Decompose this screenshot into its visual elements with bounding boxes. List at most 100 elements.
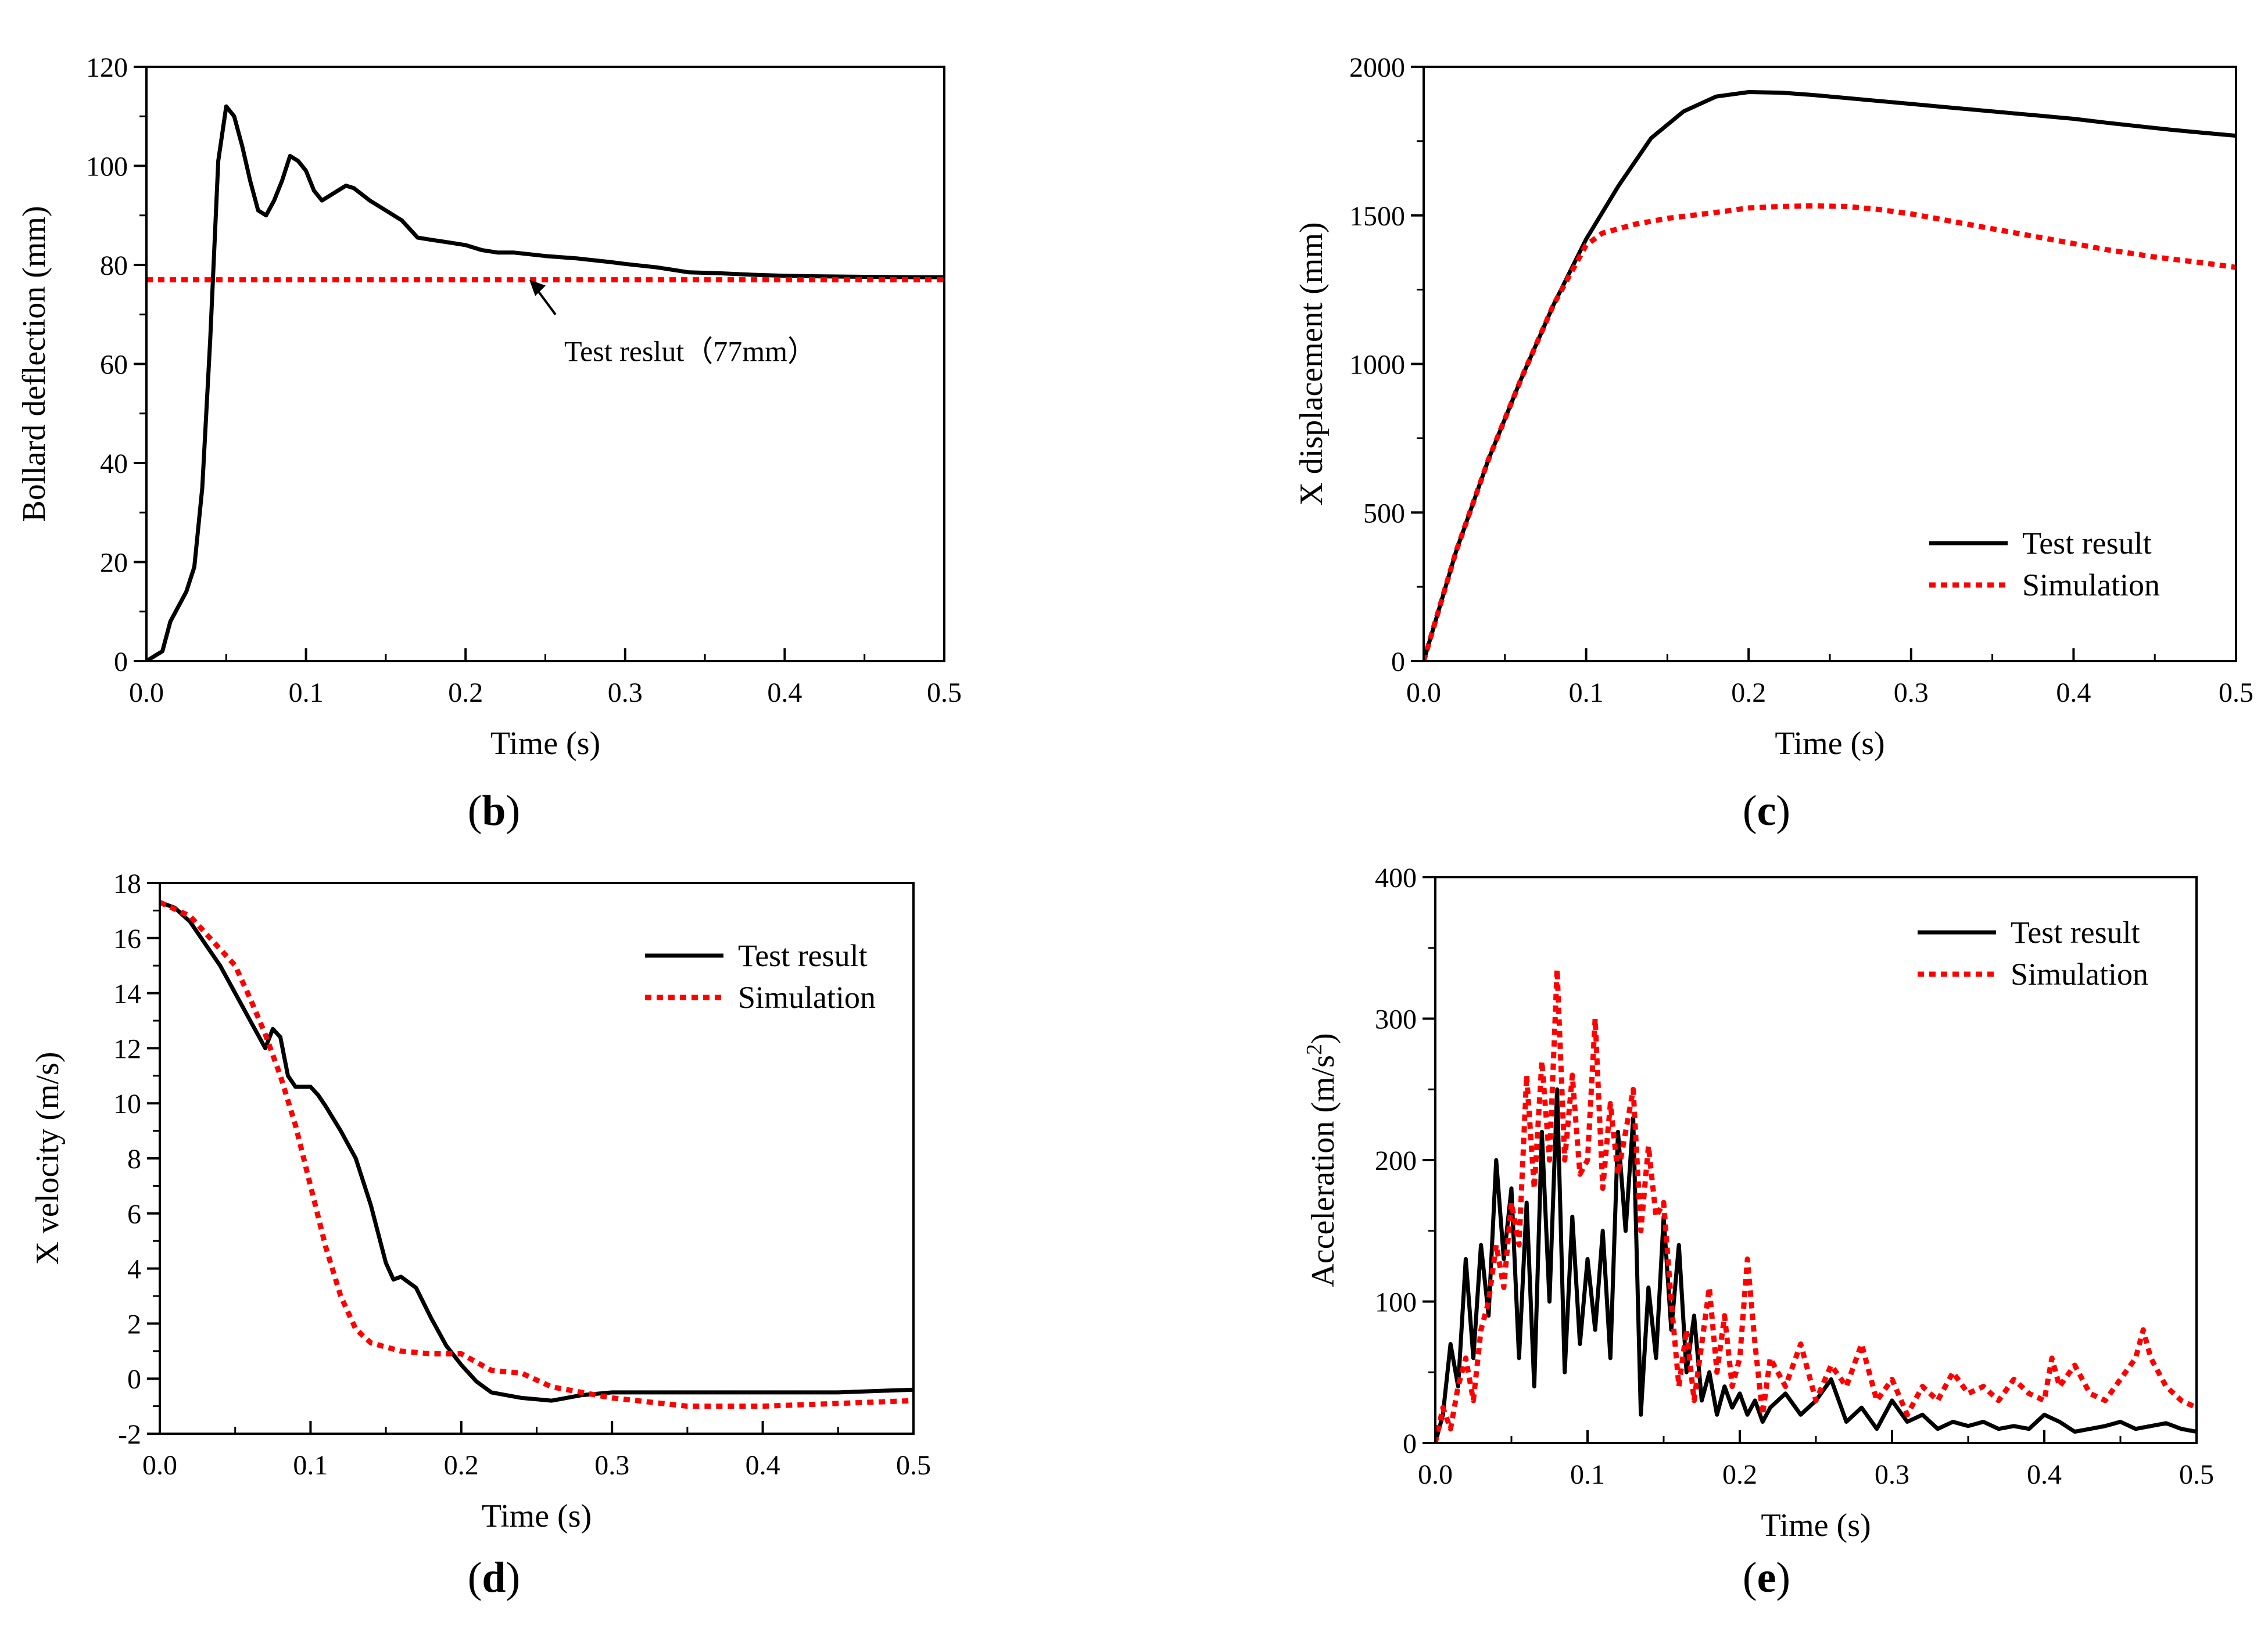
annotation-arrow-head [529, 279, 546, 296]
y-tick-label: 0 [1391, 647, 1405, 677]
y-tick-label: 4 [127, 1254, 141, 1285]
y-tick-label: 8 [127, 1144, 141, 1175]
series-line-test-result [1435, 1087, 2197, 1443]
y-axis-title: Acceleration (m/s2) [1302, 1033, 1341, 1287]
panel-label: (c) [1743, 787, 1790, 835]
series-line-simulation [1424, 203, 2236, 661]
x-tick-label: 0.4 [2056, 677, 2091, 708]
panel-label-open-paren: ( [1743, 1554, 1757, 1602]
panel-label-close-paren: ) [506, 787, 521, 835]
x-tick-label: 0.4 [2027, 1459, 2062, 1490]
y-tick-label: 10 [113, 1089, 141, 1119]
panel-label-letter: b [482, 787, 506, 835]
series-line-simulation [1435, 966, 2197, 1443]
y-axis-title-superscript: 2 [1302, 1044, 1327, 1055]
legend-label: Simulation [2022, 568, 2160, 602]
legend-label: Test result [738, 938, 868, 973]
y-tick-label: 500 [1363, 498, 1405, 529]
panel-label-close-paren: ) [1776, 787, 1790, 835]
x-axis-title: Time (s) [1775, 726, 1884, 762]
y-axis-title-tail: ) [1305, 1033, 1341, 1044]
x-tick-label: 0.1 [1570, 1459, 1605, 1490]
legend-label: Simulation [738, 980, 876, 1015]
x-tick-label: 0.3 [594, 1450, 629, 1481]
panel-label-letter: c [1757, 787, 1776, 835]
y-tick-label: 2000 [1349, 52, 1405, 83]
series-line-simulation [160, 900, 913, 1409]
x-axis-title: Time (s) [482, 1498, 592, 1534]
plot-frame [145, 66, 945, 662]
panel-label-close-paren: ) [1776, 1554, 1790, 1602]
y-tick-label: 18 [113, 868, 141, 899]
x-tick-label: 0.1 [289, 677, 324, 708]
y-axis-title: X displacement (mm) [1294, 222, 1330, 505]
y-tick-label: 1000 [1349, 350, 1405, 381]
y-tick-label: 16 [113, 924, 141, 954]
x-tick-label: 0.2 [1722, 1459, 1757, 1490]
x-tick-label: 0.1 [1569, 677, 1604, 708]
series-line-test-result [1424, 90, 2236, 661]
panel-label-letter: d [482, 1554, 506, 1602]
y-tick-label: 6 [127, 1199, 141, 1230]
x-tick-label: 0.3 [608, 677, 643, 708]
x-tick-label: 0.2 [448, 677, 483, 708]
y-tick-label: 2 [127, 1309, 141, 1340]
x-axis-title: Time (s) [490, 726, 600, 762]
y-tick-label: -2 [118, 1419, 141, 1450]
y-tick-label: 400 [1375, 863, 1417, 893]
chart-panel-e: 0.0 0.1 0.2 0.3 0.4 0.5 0 100 200 300 400 Time (s) A… [1302, 863, 2214, 1602]
y-tick-label: 1500 [1349, 201, 1405, 232]
chart-panel-d: 0.0 0.1 0.2 0.3 0.4 0.5 -2 0 2 4 6 8 10 12 14 16 18 Time … [30, 868, 931, 1602]
x-tick-label: 0.2 [444, 1450, 479, 1481]
panel-label-letter: e [1757, 1554, 1776, 1602]
x-tick-label: 0.3 [1875, 1459, 1909, 1490]
y-tick-label: 80 [100, 250, 128, 281]
y-tick-label: 14 [113, 979, 141, 1010]
x-tick-label: 0.0 [1418, 1459, 1453, 1490]
y-tick-label: 100 [1375, 1287, 1417, 1318]
y-tick-label: 0 [114, 647, 128, 677]
y-tick-label: 12 [113, 1033, 141, 1064]
annotation-label: Test reslut（77mm） [564, 335, 816, 368]
panel-label: (b) [468, 787, 520, 835]
x-tick-label: 0.5 [2219, 677, 2253, 708]
y-tick-label: 60 [100, 350, 128, 381]
x-tick-label: 0.0 [1406, 677, 1441, 708]
x-tick-label: 0.5 [2179, 1459, 2214, 1490]
x-tick-label: 0.5 [896, 1450, 931, 1481]
series-line-test-result [146, 104, 944, 661]
x-tick-label: 0.3 [1894, 677, 1929, 708]
panel-label-close-paren: ) [506, 1554, 521, 1602]
y-tick-label: 0 [1403, 1428, 1417, 1459]
x-tick-label: 0.4 [767, 677, 802, 708]
y-axis-title-main: Acceleration (m/s [1305, 1055, 1341, 1287]
y-tick-label: 20 [100, 548, 128, 579]
panel-label: (d) [468, 1554, 520, 1602]
y-tick-label: 100 [86, 152, 128, 182]
legend-label: Simulation [2011, 957, 2148, 992]
panel-label-open-paren: ( [1743, 787, 1757, 835]
y-tick-label: 300 [1375, 1004, 1417, 1035]
y-tick-label: 0 [127, 1364, 141, 1395]
x-tick-label: 0.0 [142, 1450, 177, 1481]
x-tick-label: 0.5 [927, 677, 962, 708]
y-tick-label: 200 [1375, 1146, 1417, 1176]
series-line-test-result [160, 900, 913, 1403]
chart-panel-b: 0.0 0.1 0.2 0.3 0.4 0.5 0 20 40 60 80 100 120 Time (s… [16, 52, 962, 835]
y-tick-label: 120 [86, 52, 128, 83]
x-tick-label: 0.0 [129, 677, 164, 708]
panel-label-open-paren: ( [468, 787, 482, 835]
legend-label: Test result [2011, 915, 2140, 950]
panel-label-open-paren: ( [468, 1554, 482, 1602]
y-axis-title: Bollard deflection (mm) [16, 206, 52, 522]
legend-label: Test result [2022, 526, 2152, 561]
y-axis-title: X velocity (m/s) [30, 1051, 66, 1265]
panel-label: (e) [1743, 1554, 1790, 1602]
chart-panel-c: 0.0 0.1 0.2 0.3 0.4 0.5 0 500 1000 1500 2000 Time (… [1294, 52, 2253, 835]
x-tick-label: 0.1 [293, 1450, 328, 1481]
x-tick-label: 0.2 [1731, 677, 1766, 708]
y-tick-label: 40 [100, 448, 128, 479]
x-tick-label: 0.4 [746, 1450, 780, 1481]
x-axis-title: Time (s) [1761, 1507, 1871, 1544]
